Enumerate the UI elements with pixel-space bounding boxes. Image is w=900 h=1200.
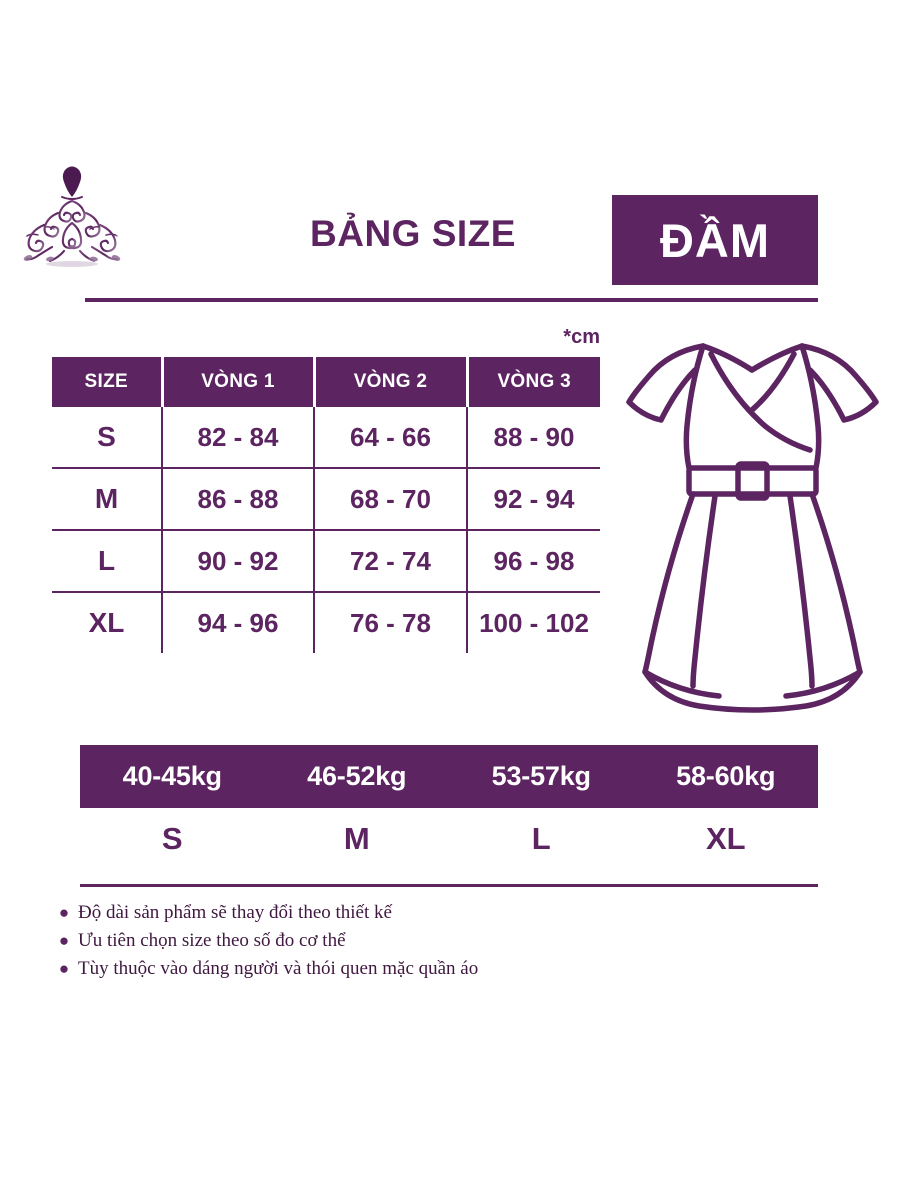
weight-range-cell: 46-52kg xyxy=(307,761,407,791)
header-divider xyxy=(85,298,818,302)
weight-range-cell: 58-60kg xyxy=(676,761,776,791)
category-badge: ĐẦM xyxy=(612,195,818,285)
notes-list: ● Độ dài sản phẩm sẽ thay đổi theo thiết… xyxy=(50,902,750,986)
dress-outline-icon xyxy=(615,328,890,718)
note-text: Độ dài sản phẩm sẽ thay đổi theo thiết k… xyxy=(78,902,392,923)
table-row: XL 94 - 96 76 - 78 100 - 102 xyxy=(52,592,600,653)
cell-vong3: 88 - 90 xyxy=(467,407,600,469)
column-header-size: SIZE xyxy=(52,357,164,407)
weight-size-cell: XL xyxy=(705,821,746,856)
weight-range-cell: 40-45kg xyxy=(122,761,222,791)
cell-vong2: 68 - 70 xyxy=(314,468,468,531)
table-row: S 82 - 84 64 - 66 88 - 90 xyxy=(52,407,600,469)
table-row: M 86 - 88 68 - 70 92 - 94 xyxy=(52,468,600,531)
cell-vong2: 72 - 74 xyxy=(314,530,468,593)
category-badge-label: ĐẦM xyxy=(659,213,771,267)
unit-note: *cm xyxy=(563,326,600,348)
weight-size-cell: S xyxy=(161,821,183,856)
list-item: ● Độ dài sản phẩm sẽ thay đổi theo thiết… xyxy=(50,902,750,930)
column-header-vong2: VÒNG 2 xyxy=(314,357,469,407)
cell-vong2: 64 - 66 xyxy=(314,407,468,469)
bullet-icon: ● xyxy=(58,959,70,978)
table-header-row: SIZE VÒNG 1 VÒNG 2 VÒNG 3 xyxy=(52,357,600,407)
cell-vong3: 100 - 102 xyxy=(479,607,589,638)
cell-vong1: 82 - 84 xyxy=(162,407,315,469)
weight-range-band: 40-45kg 46-52kg 53-57kg 58-60kg xyxy=(80,745,818,808)
cell-size: L xyxy=(52,530,163,593)
list-item: ● Ưu tiên chọn size theo số đo cơ thể xyxy=(50,930,750,958)
note-text: Ưu tiên chọn size theo số đo cơ thể xyxy=(78,930,346,951)
page-title: BẢNG SIZE xyxy=(310,213,516,254)
cell-vong1: 86 - 88 xyxy=(162,468,315,531)
cell-vong3: 92 - 94 xyxy=(467,468,600,531)
cell-vong3: 96 - 98 xyxy=(467,530,600,593)
weight-size-row: S M L XL xyxy=(80,808,818,870)
bullet-icon: ● xyxy=(58,931,70,950)
bullet-icon: ● xyxy=(58,903,70,922)
bottom-divider xyxy=(80,884,818,887)
page-header: BẢNG SIZE ĐẦM xyxy=(0,155,900,305)
cell-vong2: 76 - 78 xyxy=(314,592,468,653)
cell-vong1: 90 - 92 xyxy=(162,530,315,593)
ornamental-dress-filigree-logo-icon xyxy=(8,163,136,275)
cell-size: M xyxy=(52,468,163,531)
cell-size: XL xyxy=(52,592,163,653)
size-measurement-table: SIZE VÒNG 1 VÒNG 2 VÒNG 3 S 82 - 84 64 -… xyxy=(52,357,600,653)
cell-vong1: 94 - 96 xyxy=(162,592,315,653)
table-row: L 90 - 92 72 - 74 96 - 98 xyxy=(52,530,600,593)
weight-range-cell: 53-57kg xyxy=(491,761,591,791)
column-header-vong1: VÒNG 1 xyxy=(162,357,316,407)
weight-size-cell: L xyxy=(531,821,551,856)
cell-size: S xyxy=(52,407,163,469)
column-header-vong3: VÒNG 3 xyxy=(467,357,600,407)
list-item: ● Tùy thuộc vào dáng người và thói quen … xyxy=(50,958,750,986)
weight-size-cell: M xyxy=(343,821,370,856)
note-text: Tùy thuộc vào dáng người và thói quen mặ… xyxy=(78,958,479,979)
